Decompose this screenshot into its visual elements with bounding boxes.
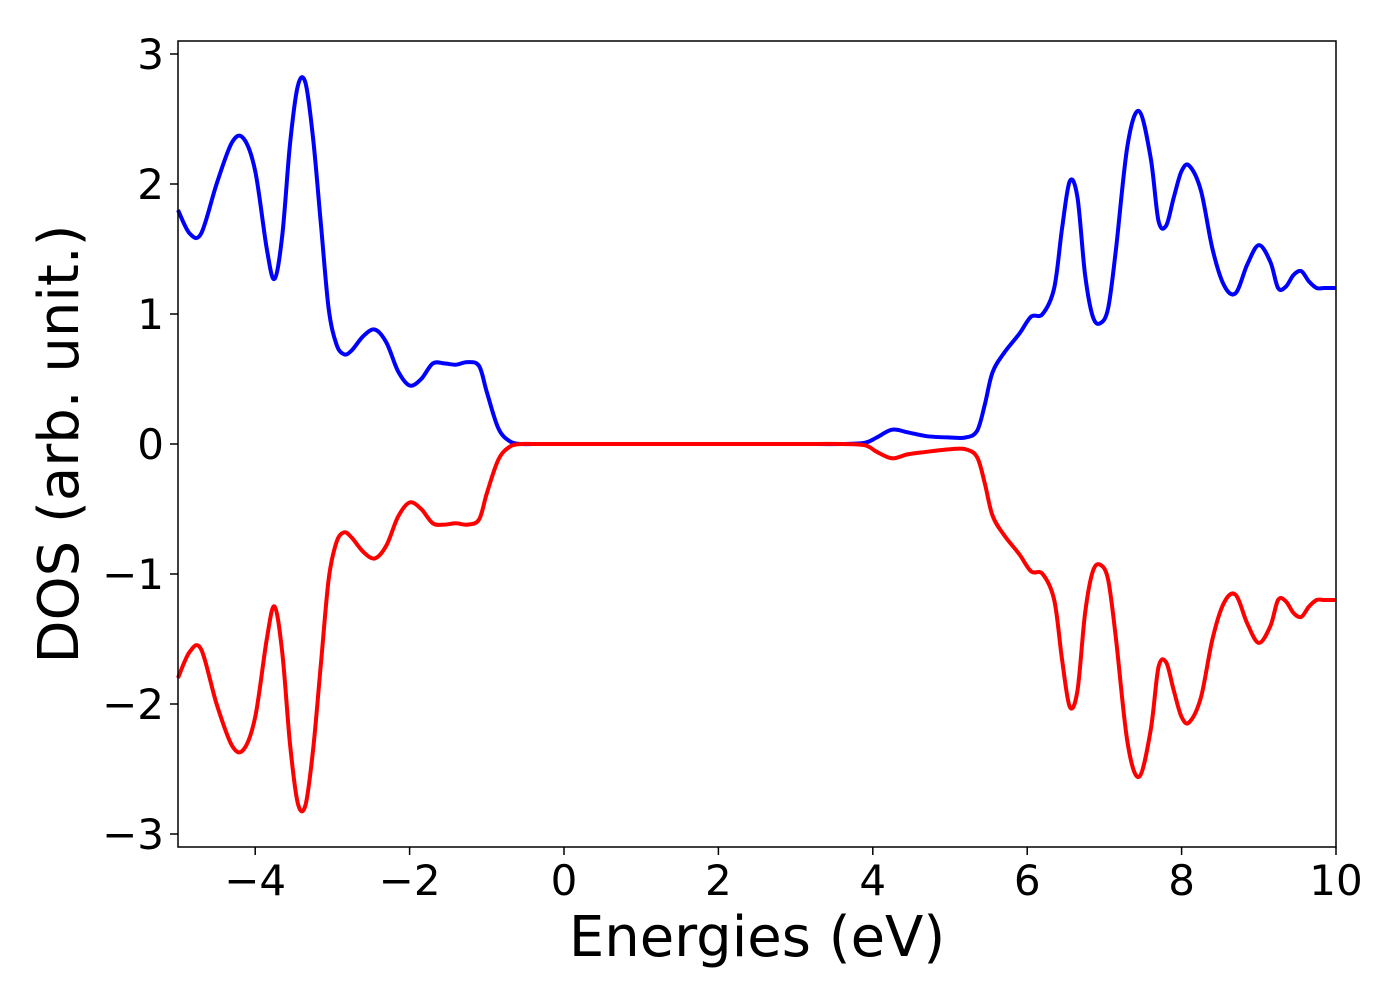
y-tick-label: 3 [137,30,164,79]
y-axis-title: DOS (arb. unit.) [27,224,92,663]
x-tick-label: 6 [1014,856,1041,905]
y-axis: −3 −2 −1 0 1 2 3 [102,30,178,859]
y-tick-label: −3 [102,810,164,859]
x-tick-label: 10 [1309,856,1362,905]
y-tick-label: −1 [102,550,164,599]
series-layer [176,75,1336,814]
y-tick-label: 2 [137,160,164,209]
x-tick-label: 4 [859,856,886,905]
y-tick-label: 1 [137,290,164,339]
y-tick-label: 0 [137,420,164,469]
x-tick-label: 8 [1168,856,1195,905]
x-axis: −4 −2 0 2 4 6 8 10 [224,847,1363,905]
x-tick-label: 0 [551,856,578,905]
series-line-1 [176,75,1336,447]
x-axis-title: Energies (eV) [569,905,945,970]
x-tick-label: 2 [705,856,732,905]
series-line-2 [176,441,1336,814]
x-tick-label: −4 [224,856,286,905]
x-tick-label: −2 [379,856,441,905]
y-tick-label: −2 [102,680,164,729]
